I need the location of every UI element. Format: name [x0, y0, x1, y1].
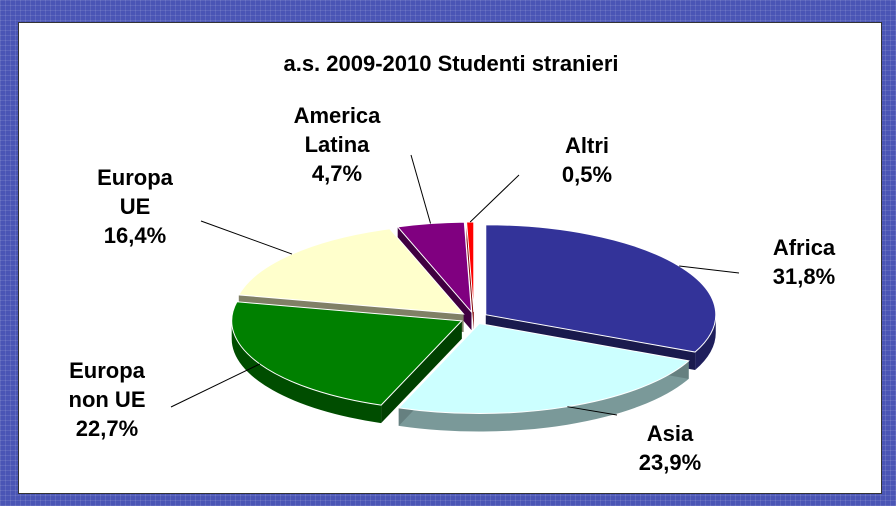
- slice-africa: [485, 224, 717, 353]
- data-labels: Africa 31,8%Asia 23,9%Europa non UE 22,7%Eur…: [69, 103, 836, 475]
- data-label-europa-ue: Europa UE 16,4%: [97, 165, 174, 248]
- data-label-asia: Asia 23,9%: [639, 421, 701, 475]
- chart-title: a.s. 2009-2010 Studenti stranieri: [283, 51, 618, 76]
- data-label-line: America: [294, 103, 382, 128]
- leader-line-europa-ue: [200, 220, 293, 255]
- data-label-line: Latina: [305, 132, 371, 157]
- slice-europa-non-ue: [231, 301, 463, 406]
- data-label-europa-non-ue: Europa non UE 22,7%: [69, 358, 146, 441]
- data-label-line: 31,8%: [773, 264, 835, 289]
- data-label-line: Europa: [69, 358, 146, 383]
- leader-line-africa: [679, 265, 740, 274]
- slice-europa-ue: [237, 228, 465, 315]
- leader-lines: [170, 154, 740, 416]
- data-label-line: Africa: [773, 235, 836, 260]
- slice-wall-europa-non-ue: [231, 320, 382, 424]
- data-label-line: 22,7%: [76, 416, 138, 441]
- data-label-line: non UE: [69, 387, 146, 412]
- slice-edge-europa-non-ue-0: [381, 320, 462, 424]
- leader-line-america-latina: [410, 154, 432, 224]
- leader-line-altri: [469, 174, 520, 223]
- slice-wall-africa: [695, 314, 716, 371]
- data-label-line: 16,4%: [104, 223, 166, 248]
- data-label-america-latina: America Latina 4,7%: [294, 103, 382, 186]
- data-label-line: 4,7%: [312, 161, 362, 186]
- data-label-line: Asia: [647, 421, 694, 446]
- pie-slices: [231, 221, 717, 432]
- data-label-line: 0,5%: [562, 162, 612, 187]
- data-label-altri: Altri 0,5%: [562, 133, 612, 187]
- data-label-line: UE: [120, 194, 151, 219]
- data-label-line: Altri: [565, 133, 609, 158]
- data-label-line: 23,9%: [639, 450, 701, 475]
- leader-line-asia: [567, 406, 618, 416]
- leader-line-europa-non-ue: [170, 363, 261, 408]
- data-label-africa: Africa 31,8%: [773, 235, 836, 289]
- data-label-line: Europa: [97, 165, 174, 190]
- pie-chart: a.s. 2009-2010 Studenti stranieri Africa…: [69, 51, 836, 475]
- chart-panel: a.s. 2009-2010 Studenti stranieri Africa…: [18, 22, 882, 494]
